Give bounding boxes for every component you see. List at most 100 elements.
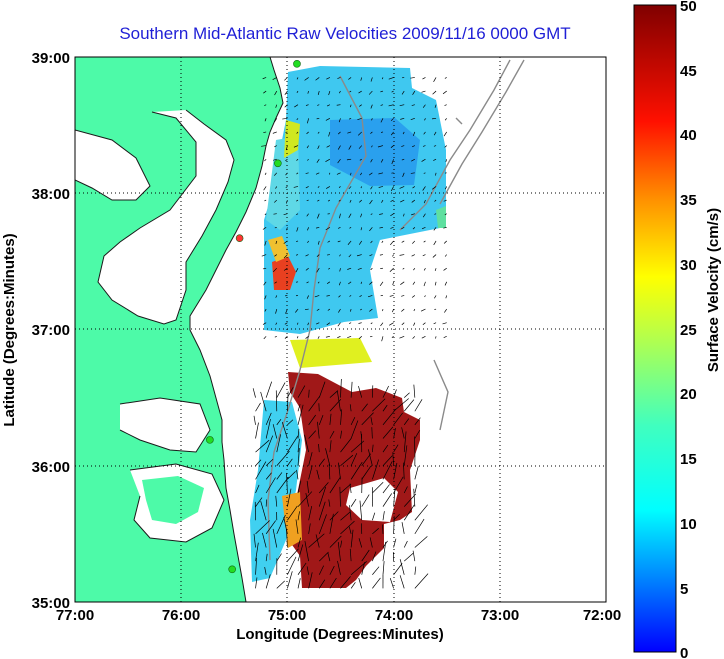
colorbar-tick-label: 25: [680, 322, 697, 339]
velocity-vector: [274, 335, 277, 338]
velocity-vector: [255, 577, 258, 589]
velocity-vector: [350, 582, 356, 589]
velocity-vector: [337, 542, 341, 562]
velocity-vector: [372, 444, 374, 453]
velocity-vector: [358, 322, 362, 324]
velocity-vector: [296, 469, 299, 480]
velocity-vector: [360, 431, 363, 439]
velocity-vector: [264, 240, 267, 246]
velocity-vector: [357, 117, 362, 121]
velocity-vector: [287, 571, 293, 589]
velocity-vector: [361, 562, 365, 575]
velocity-vector: [297, 537, 301, 548]
velocity-vector: [380, 90, 384, 93]
velocity-vector: [357, 267, 362, 270]
velocity-vector: [358, 336, 362, 340]
velocity-vector: [295, 254, 299, 256]
velocity-vector: [305, 172, 309, 174]
velocity-vector: [423, 172, 426, 174]
velocity-vector: [393, 444, 399, 453]
velocity-vector: [413, 488, 416, 507]
velocity-vector: [378, 172, 384, 175]
velocity-vector: [369, 227, 373, 232]
velocity-vector: [286, 199, 288, 204]
velocity-vector: [432, 186, 437, 190]
velocity-vector: [316, 268, 320, 273]
velocity-vector: [421, 158, 426, 162]
velocity-vector: [434, 281, 437, 286]
velocity-vector: [393, 389, 397, 398]
velocity-vector: [359, 104, 362, 107]
velocity-vector: [283, 267, 288, 271]
velocity-vector: [443, 267, 447, 271]
velocity-vector: [413, 267, 416, 271]
velocity-vector: [349, 505, 352, 521]
velocity-vector: [377, 145, 384, 148]
y-tick-label: 37:00: [32, 322, 70, 339]
velocity-vector: [286, 227, 288, 231]
velocity-vector: [369, 281, 373, 285]
velocity-vector: [274, 254, 277, 257]
velocity-vector: [316, 117, 320, 120]
velocity-vector: [414, 518, 425, 535]
velocity-vector: [422, 186, 426, 191]
y-axis: 39:00 38:00 37:00 36:00 35:00 Latitude (…: [1, 50, 70, 612]
velocity-vector: [360, 227, 363, 231]
velocity-vector: [432, 254, 437, 258]
velocity-vector: [336, 104, 341, 106]
velocity-vector: [382, 444, 389, 453]
velocity-vector: [261, 254, 267, 257]
velocity-vector: [338, 90, 341, 94]
velocity-vector: [306, 131, 309, 135]
x-tick-label: 74:00: [375, 607, 413, 624]
velocity-vector: [360, 186, 363, 189]
velocity-vector: [285, 145, 288, 151]
velocity-vector: [390, 199, 394, 202]
velocity-vector: [340, 409, 343, 425]
velocity-vector: [284, 90, 288, 96]
velocity-vector: [348, 186, 352, 190]
velocity-vector: [308, 389, 310, 398]
velocity-vector: [357, 131, 362, 136]
velocity-vector: [412, 550, 416, 562]
velocity-vector: [264, 172, 267, 176]
radar-station-marker: [235, 234, 244, 243]
velocity-vector: [393, 476, 404, 494]
velocity-vector: [346, 158, 352, 161]
velocity-vector: [255, 542, 259, 562]
velocity-vector: [432, 90, 437, 95]
velocity-vector: [358, 538, 363, 548]
velocity-vector: [411, 295, 416, 298]
velocity-vector: [317, 240, 320, 245]
velocity-vector: [372, 566, 380, 575]
velocity-vector: [275, 322, 278, 325]
velocity-vector: [414, 484, 418, 494]
velocity-vector: [412, 281, 416, 285]
y-axis-label: Latitude (Degrees:Minutes): [1, 233, 18, 426]
velocity-vector: [379, 213, 384, 215]
velocity-vector: [422, 145, 426, 147]
velocity-vector: [296, 118, 299, 121]
velocity-vector: [393, 398, 409, 412]
velocity-vector: [306, 199, 309, 202]
velocity-vector: [295, 240, 299, 243]
velocity-vector: [304, 308, 309, 311]
velocity-vector: [370, 213, 373, 215]
velocity-vector: [295, 268, 299, 273]
velocity-vector: [403, 431, 407, 453]
velocity-vector: [327, 308, 331, 311]
velocity-vector: [275, 186, 278, 189]
velocity-vector: [379, 226, 384, 229]
velocity-vector: [369, 537, 373, 548]
colorbar-tick-label: 30: [680, 257, 697, 274]
velocity-vector: [372, 459, 380, 480]
velocity-vector: [359, 199, 362, 203]
velocity-vector: [337, 322, 341, 327]
velocity-vector: [339, 213, 341, 219]
velocity-vector: [340, 520, 355, 535]
velocity-vector: [414, 429, 421, 439]
velocity-vector: [336, 172, 341, 175]
velocity-vector: [372, 398, 386, 412]
velocity-vector: [296, 131, 299, 134]
